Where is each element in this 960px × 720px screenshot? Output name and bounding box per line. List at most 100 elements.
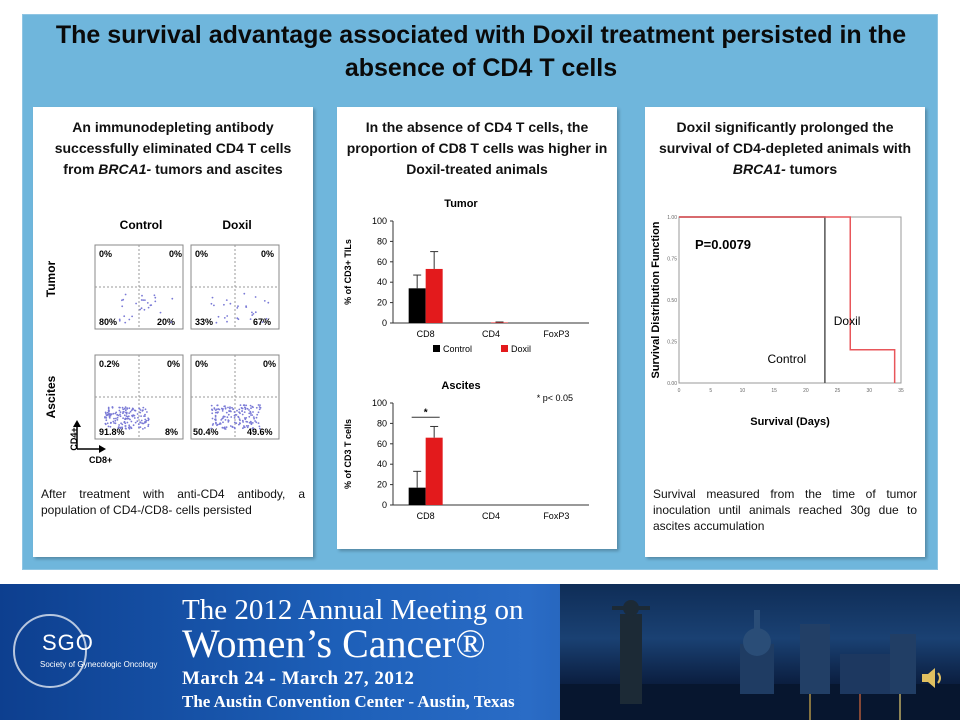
scatter-dot bbox=[254, 311, 257, 314]
scatter-dot bbox=[248, 415, 251, 418]
quadrant-value: 0% bbox=[167, 359, 180, 369]
survival-heading-italic: BRCA1- bbox=[732, 161, 786, 177]
flow-plot-tumor-control: 0% 0% 80% 20% bbox=[94, 244, 184, 330]
scatter-dot bbox=[146, 411, 148, 413]
scatter-dot bbox=[234, 427, 236, 430]
bar-charts-figure: Tumor % of CD3+ TILs 0 20 40 60 80 100 CD8 CD4 Fox… bbox=[343, 198, 589, 521]
scatter-dot bbox=[223, 427, 226, 430]
scatter-dot bbox=[139, 421, 141, 424]
scatter-dot bbox=[147, 423, 150, 426]
scatter-dot bbox=[121, 423, 124, 426]
scatter-dot bbox=[142, 428, 144, 430]
scatter-dot bbox=[255, 416, 258, 419]
axis-label-cd4: CD4+ bbox=[69, 427, 79, 450]
series-label-doxil: Doxil bbox=[834, 314, 861, 328]
scatter-dot bbox=[130, 420, 133, 423]
bar bbox=[425, 437, 443, 505]
slide-title: The survival advantage associated with D… bbox=[55, 21, 907, 82]
scatter-dot bbox=[250, 414, 252, 416]
y-tick-label: 40 bbox=[377, 459, 387, 469]
legend-label: Doxil bbox=[511, 344, 531, 354]
scatter-dot bbox=[139, 308, 142, 311]
scatter-dot bbox=[228, 410, 231, 413]
scatter-dot bbox=[210, 427, 213, 430]
scatter-dot bbox=[225, 299, 228, 301]
y-axis-label: Survival Distribution Function bbox=[650, 221, 662, 378]
scatter-dot bbox=[107, 409, 110, 412]
scatter-dot bbox=[140, 415, 142, 417]
scatter-dot bbox=[122, 412, 124, 415]
scatter-dot bbox=[124, 425, 127, 427]
scatter-dot bbox=[242, 427, 244, 430]
scatter-dot bbox=[238, 422, 241, 424]
scatter-dot bbox=[252, 427, 254, 429]
scatter-dot bbox=[258, 425, 261, 428]
x-tick-label: 20 bbox=[803, 388, 809, 394]
scatter-dot bbox=[147, 419, 150, 422]
series-label-control: Control bbox=[767, 352, 806, 366]
scatter-dot bbox=[231, 426, 234, 428]
scatter-dot bbox=[242, 421, 244, 423]
scatter-dot bbox=[224, 405, 226, 407]
conference-banner: SGO Society of Gynecologic Oncology The … bbox=[0, 584, 960, 720]
scatter-dot bbox=[143, 308, 146, 311]
skyline-illustration bbox=[560, 600, 960, 720]
scatter-dot bbox=[224, 407, 227, 410]
scatter-dot bbox=[123, 411, 125, 413]
quadrant-value: 0.2% bbox=[99, 359, 120, 369]
scatter-dot bbox=[128, 318, 131, 321]
scatter-dot bbox=[143, 415, 145, 417]
speaker-icon[interactable] bbox=[920, 666, 946, 690]
scatter-dot bbox=[139, 409, 142, 411]
scatter-dot bbox=[223, 317, 226, 319]
flow-plot-tumor-doxil: 0% 0% 33% 67% bbox=[190, 244, 280, 330]
banner-title-line1: The 2012 Annual Meeting on bbox=[182, 594, 524, 626]
scatter-dot bbox=[217, 315, 220, 318]
scatter-dot bbox=[141, 410, 144, 412]
scatter-dot bbox=[147, 425, 150, 428]
scatter-dot bbox=[106, 413, 109, 416]
bar bbox=[425, 268, 443, 323]
scatter-dot bbox=[129, 426, 132, 428]
scatter-dot bbox=[106, 411, 109, 414]
scatter-dot bbox=[211, 424, 214, 426]
survival-curve bbox=[679, 216, 896, 383]
y-tick-label: 0.75 bbox=[667, 257, 677, 263]
scatter-dot bbox=[211, 296, 214, 299]
scatter-dot bbox=[243, 292, 246, 295]
scatter-dot bbox=[249, 404, 252, 407]
scatter-dot bbox=[142, 299, 145, 301]
scatter-dot bbox=[249, 420, 252, 423]
quadrant-value: 8% bbox=[165, 427, 178, 437]
x-tick-label: CD4 bbox=[482, 511, 500, 521]
bar-charts-card: In the absence of CD4 T cells, the propo… bbox=[337, 107, 617, 549]
scatter-dot bbox=[154, 296, 157, 299]
scatter-dot bbox=[251, 422, 254, 424]
scatter-dot bbox=[216, 423, 219, 426]
bar bbox=[491, 322, 508, 323]
scatter-dot bbox=[237, 415, 240, 418]
quadrant-value: 0% bbox=[261, 249, 274, 259]
scatter-dot bbox=[111, 406, 114, 408]
scatter-dot bbox=[255, 406, 258, 409]
scatter-dot bbox=[215, 321, 218, 324]
scatter-dot bbox=[214, 419, 217, 422]
scatter-dot bbox=[215, 422, 217, 425]
scatter-dot bbox=[267, 301, 270, 304]
slide: The survival advantage associated with D… bbox=[22, 14, 938, 570]
scatter-dot bbox=[241, 407, 243, 410]
y-axis-label: % of CD3 T cells bbox=[343, 419, 353, 489]
y-tick-label: 40 bbox=[377, 277, 387, 287]
x-tick-label: FoxP3 bbox=[543, 329, 569, 339]
scatter-dot bbox=[248, 421, 251, 424]
y-tick-label: 80 bbox=[377, 236, 387, 246]
scatter-dot bbox=[216, 408, 218, 411]
y-tick-label: 60 bbox=[377, 439, 387, 449]
scatter-dot bbox=[124, 408, 126, 410]
legend-swatch bbox=[433, 345, 440, 352]
scatter-dot bbox=[145, 419, 148, 422]
x-tick-label: 0 bbox=[678, 388, 681, 394]
scatter-dot bbox=[104, 416, 106, 418]
scatter-dot bbox=[137, 416, 139, 419]
scatter-dot bbox=[125, 412, 128, 415]
